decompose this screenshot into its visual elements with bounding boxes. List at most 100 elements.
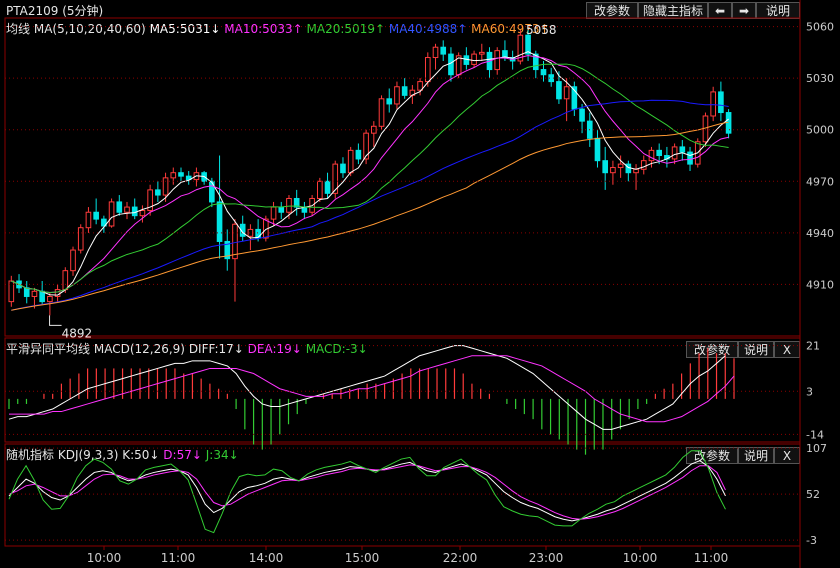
- kdj-close-button[interactable]: X: [774, 447, 800, 464]
- candle-body: [93, 211, 99, 220]
- candle-body: [371, 125, 377, 134]
- candle-body: [324, 180, 331, 194]
- main-y-tick-label: 4940: [806, 227, 834, 240]
- candle-body: [710, 91, 716, 117]
- macd-y-tick-label: 21: [806, 340, 820, 353]
- candle-body: [725, 112, 732, 134]
- candle-body: [401, 86, 408, 96]
- candle-body: [139, 210, 146, 217]
- candle-body: [617, 163, 624, 169]
- candle-body: [178, 172, 184, 177]
- candle-body: [463, 55, 470, 65]
- candle-body: [62, 270, 69, 291]
- candle-body: [355, 149, 362, 160]
- macd-params: MACD(12,26,9): [93, 342, 185, 356]
- back-arrow-button[interactable]: ⬅: [708, 2, 732, 19]
- main-panel-layer: [8, 30, 732, 326]
- candle-body: [486, 51, 493, 71]
- ma10-line: [11, 54, 729, 293]
- candle-body: [54, 289, 61, 297]
- candle-body: [185, 175, 192, 181]
- macd-change-params-button[interactable]: 改参数: [686, 341, 738, 358]
- macd-legend: 平滑异同平均线 MACD(12,26,9) DIFF:17↓ DEA:19↓ M…: [6, 340, 368, 357]
- candle-body: [502, 50, 508, 59]
- macd-dea-value: DEA:19↓: [247, 342, 302, 356]
- candle-body: [162, 177, 169, 196]
- macd-name: 平滑异同平均线: [6, 342, 91, 356]
- ma-label: 均线: [6, 22, 31, 36]
- candle-body: [155, 189, 161, 196]
- candle-body: [656, 149, 662, 157]
- candle-body: [525, 34, 531, 55]
- period-label: (5分钟): [62, 4, 104, 18]
- candle-body: [278, 206, 285, 213]
- macd-close-button[interactable]: X: [774, 341, 800, 358]
- candle-body: [23, 287, 30, 297]
- kdj-name: 随机指标: [6, 448, 55, 462]
- candle-body: [563, 86, 570, 100]
- ma-legend: 均线 MA(5,10,20,40,60) MA5:5031↓ MA10:5033…: [6, 20, 550, 37]
- candle-body: [332, 163, 339, 194]
- candle-body: [270, 206, 277, 220]
- ma60-value: MA60:4973↑: [471, 22, 550, 36]
- macd-macd-value: MACD:-3↓: [305, 342, 368, 356]
- diff-line: [8, 345, 726, 430]
- candle-body: [263, 218, 269, 239]
- candle-body: [193, 172, 200, 181]
- hide-main-indicator-button[interactable]: 隐藏主指标: [638, 2, 708, 19]
- panel-frames: [4, 0, 801, 568]
- candle-body: [317, 180, 323, 199]
- candle-body: [340, 163, 346, 174]
- candle-body: [640, 160, 647, 170]
- kdj-legend: 随机指标 KDJ(9,3,3) K:50↓ D:57↓ J:34↓: [6, 446, 239, 463]
- kdj-change-params-button[interactable]: 改参数: [686, 447, 738, 464]
- candle-body: [610, 167, 616, 174]
- kdj-d-value: D:57↓: [163, 448, 202, 462]
- kdj-d-line: [8, 464, 726, 520]
- main-y-tick-label: 5060: [806, 21, 834, 34]
- candle-body: [77, 227, 84, 251]
- candle-body: [648, 149, 655, 162]
- help-button-main[interactable]: 说明: [756, 2, 800, 19]
- candle-body: [116, 201, 123, 213]
- candle-body: [286, 197, 292, 213]
- candle-body: [556, 81, 562, 100]
- main-y-tick-label: 4970: [806, 175, 834, 188]
- candle-body: [124, 206, 130, 213]
- kdj-y-tick-label: 107: [806, 442, 827, 455]
- candle-body: [16, 280, 22, 289]
- candle-body: [39, 290, 45, 303]
- kdj-k-value: K:50↓: [122, 448, 160, 462]
- kdj-y-tick-label: 52: [806, 488, 820, 501]
- low-mark-pointer: [49, 315, 62, 326]
- ma5-line: [11, 51, 729, 296]
- symbol-code: PTA2109: [6, 4, 59, 18]
- kdj-j-value: J:34↓: [205, 448, 239, 462]
- macd-help-button[interactable]: 说明: [738, 341, 774, 358]
- ma-params: MA(5,10,20,40,60): [33, 22, 146, 36]
- ma5-value: MA5:5031↓: [149, 22, 221, 36]
- main-y-tick-label: 5000: [806, 124, 834, 137]
- candle-body: [548, 74, 555, 83]
- forward-arrow-button[interactable]: ➡: [732, 2, 756, 19]
- kdj-help-button[interactable]: 说明: [738, 447, 774, 464]
- candle-body: [694, 141, 701, 165]
- ma60-line: [11, 121, 729, 311]
- kdj-params: KDJ(9,3,3): [57, 448, 119, 462]
- x-tick-label: 10:00: [87, 551, 122, 565]
- macd-y-tick-label: 3: [806, 385, 813, 398]
- kdj-y-tick-label: -3: [806, 534, 817, 547]
- candle-body: [409, 89, 416, 96]
- candle-body: [216, 201, 223, 242]
- ma40-line: [11, 99, 729, 311]
- candle-body: [586, 120, 593, 139]
- candle-body: [478, 51, 485, 55]
- candle-body: [170, 172, 177, 179]
- candle-body: [687, 151, 693, 165]
- candle-body: [532, 53, 539, 71]
- x-tick-label: 23:00: [529, 551, 564, 565]
- change-params-button[interactable]: 改参数: [586, 2, 638, 19]
- candle-body: [378, 98, 385, 127]
